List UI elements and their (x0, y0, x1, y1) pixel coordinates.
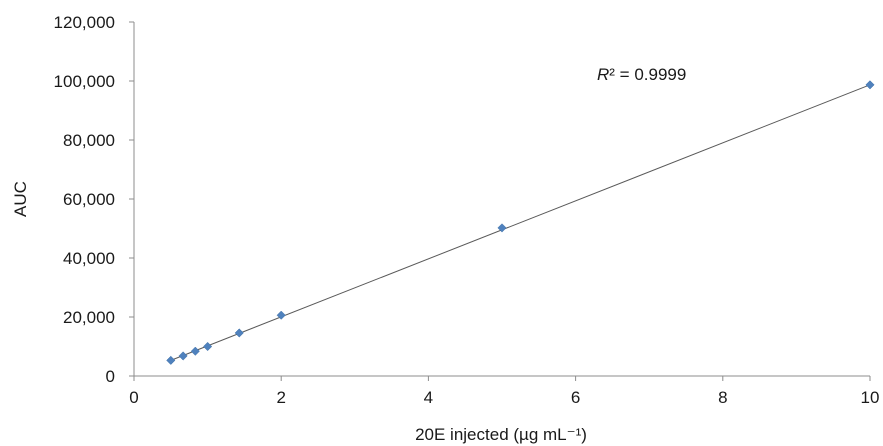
data-point (497, 223, 507, 233)
data-point (234, 328, 244, 338)
r-squared-symbol: R (597, 65, 609, 84)
linear-trendline (170, 84, 871, 361)
x-axis-title: 20E injected (µg mL⁻¹) (415, 425, 587, 444)
x-tick-label: 8 (718, 388, 727, 407)
y-tick-label: 120,000 (54, 13, 115, 32)
y-tick-label: 40,000 (63, 249, 115, 268)
x-axis-ticks: 0 2 4 6 8 10 (129, 376, 879, 407)
x-tick-label: 2 (276, 388, 285, 407)
data-point (190, 346, 200, 356)
x-tick-label: 6 (571, 388, 580, 407)
data-point (178, 351, 188, 361)
r-squared-annotation: R² = 0.9999 (597, 65, 686, 84)
x-tick-label: 4 (424, 388, 433, 407)
x-tick-label: 10 (861, 388, 880, 407)
data-point (276, 310, 286, 320)
y-tick-label: 0 (106, 367, 115, 386)
data-point (865, 80, 875, 90)
data-point (166, 355, 176, 365)
r-squared-value: ² = 0.9999 (609, 65, 686, 84)
y-axis-ticks: 0 20,000 40,000 60,000 80,000 100,000 120,000 (54, 13, 134, 386)
y-tick-label: 20,000 (63, 308, 115, 327)
y-tick-label: 80,000 (63, 131, 115, 150)
data-point (203, 341, 213, 352)
y-axis-title: AUC (11, 181, 30, 217)
data-points (166, 80, 875, 365)
plot-area: 0 2 4 6 8 10 0 20,000 40,000 60,000 80,000 100,000… (54, 13, 880, 407)
x-tick-label: 0 (129, 388, 138, 407)
y-tick-label: 60,000 (63, 190, 115, 209)
y-tick-label: 100,000 (54, 72, 115, 91)
